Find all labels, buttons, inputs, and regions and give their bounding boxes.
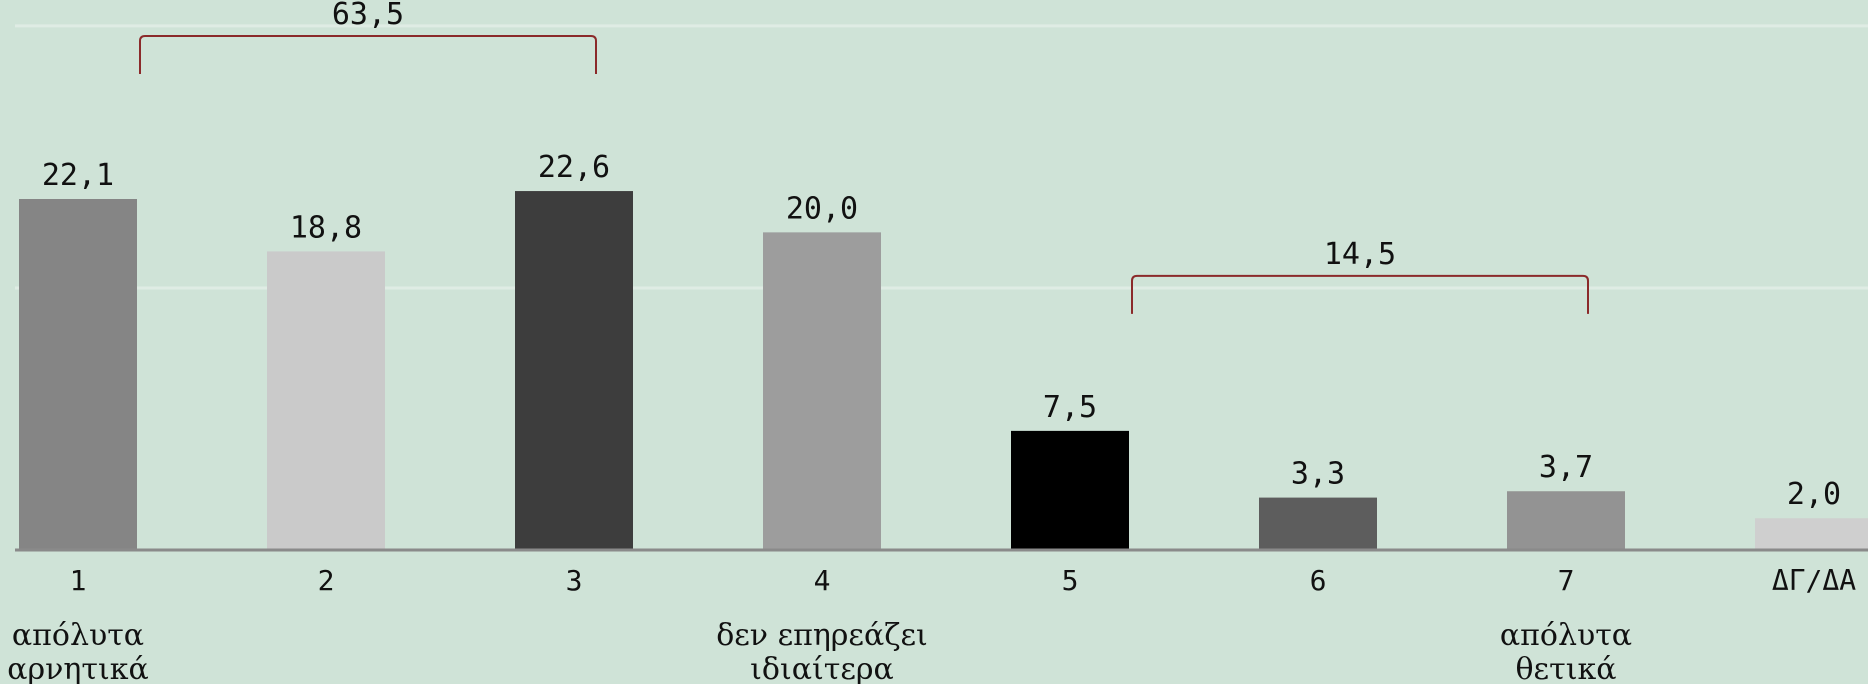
scale-label-1-line-0: δεν επηρεάζει bbox=[716, 618, 928, 653]
scale-label-0-line-0: απόλυτα bbox=[12, 618, 144, 653]
bracket-label-1: 14,5 bbox=[1324, 237, 1396, 272]
bar-0 bbox=[19, 199, 137, 550]
value-label-0: 22,1 bbox=[42, 158, 114, 193]
x-tick-label-0: 1 bbox=[70, 564, 87, 597]
bracket-0 bbox=[139, 35, 597, 75]
value-label-2: 22,6 bbox=[538, 150, 610, 185]
x-tick-label-2: 3 bbox=[566, 564, 583, 597]
bar-7 bbox=[1755, 518, 1868, 550]
bar-1 bbox=[267, 251, 385, 551]
scale-label-2-line-0: απόλυτα bbox=[1500, 618, 1632, 653]
value-label-1: 18,8 bbox=[290, 210, 362, 245]
scale-label-1-line-1: ιδιαίτερα bbox=[750, 652, 894, 684]
bar-2 bbox=[515, 191, 633, 550]
value-label-3: 20,0 bbox=[786, 191, 858, 226]
x-tick-label-3: 4 bbox=[814, 564, 831, 597]
bar-3 bbox=[763, 232, 881, 550]
x-tick-label-1: 2 bbox=[318, 564, 335, 597]
bracket-label-0: 63,5 bbox=[332, 0, 404, 32]
x-tick-label-4: 5 bbox=[1062, 564, 1079, 597]
value-label-4: 7,5 bbox=[1043, 390, 1097, 425]
bar-4 bbox=[1011, 430, 1129, 550]
scale-label-0-line-1: αρνητικά bbox=[7, 652, 148, 684]
value-label-7: 2,0 bbox=[1787, 477, 1841, 512]
x-tick-label-6: 7 bbox=[1558, 564, 1575, 597]
x-tick-label-7: ΔΓ/ΔΑ bbox=[1772, 564, 1856, 597]
value-label-5: 3,3 bbox=[1291, 457, 1345, 492]
scale-label-2-line-1: θετικά bbox=[1516, 652, 1617, 684]
bar-6 bbox=[1507, 491, 1625, 550]
bar-5 bbox=[1259, 497, 1377, 550]
value-label-6: 3,7 bbox=[1539, 450, 1593, 485]
bracket-1 bbox=[1131, 274, 1589, 314]
x-tick-label-5: 6 bbox=[1310, 564, 1327, 597]
